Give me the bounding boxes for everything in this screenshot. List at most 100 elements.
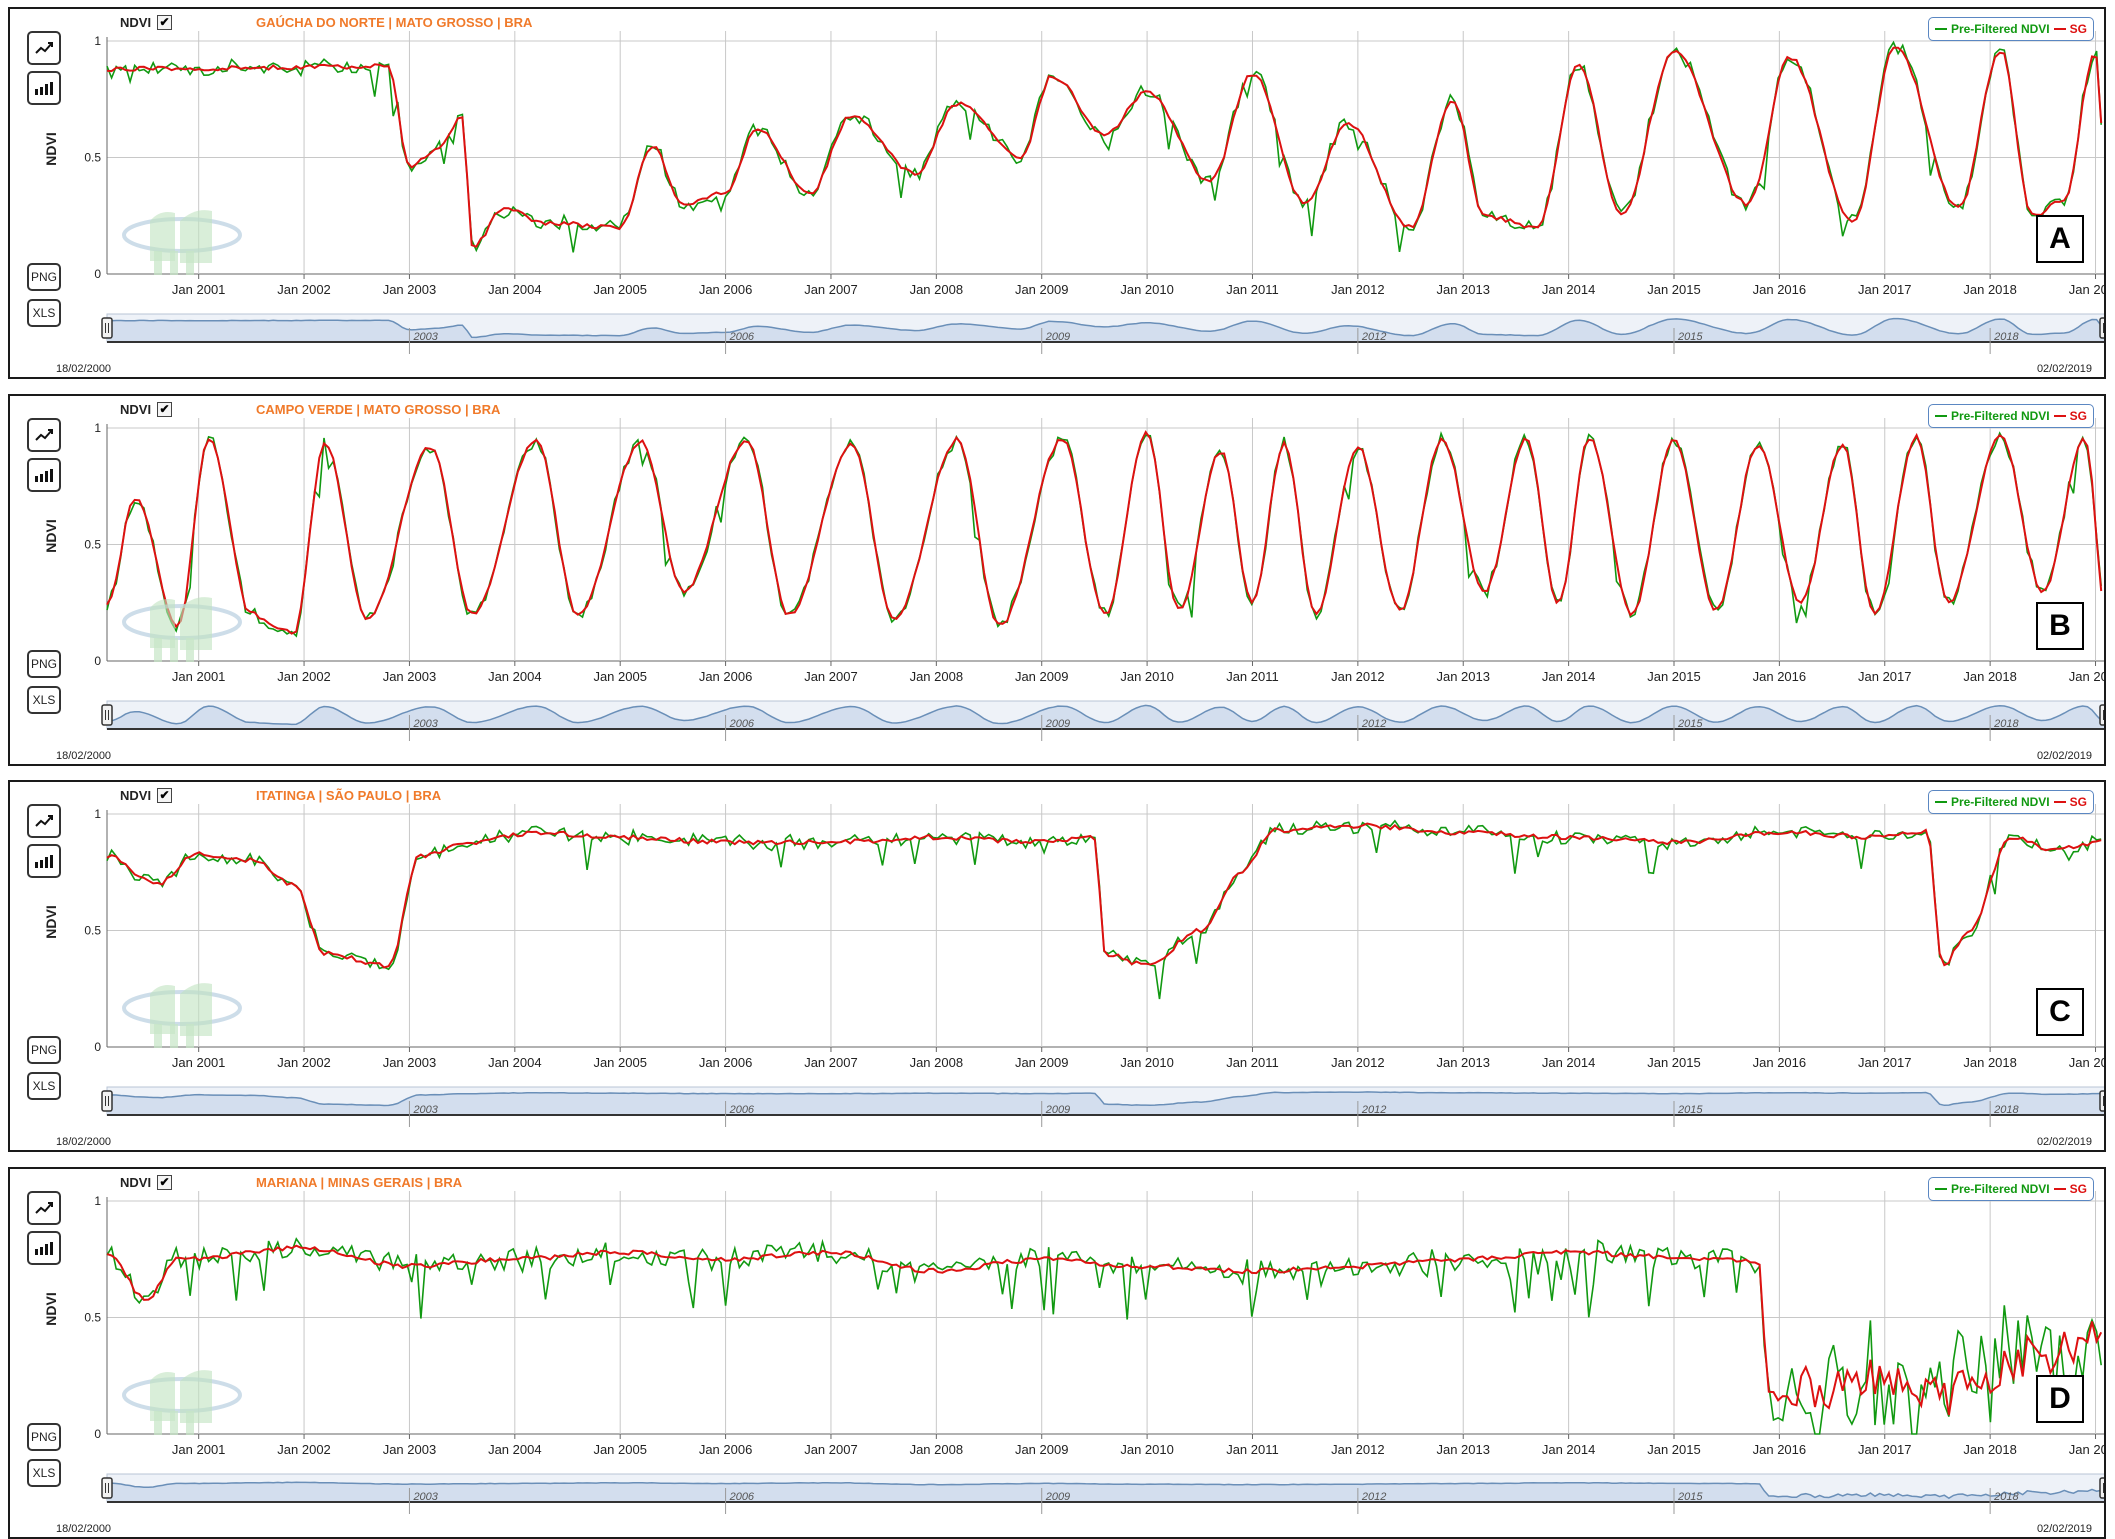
- panel-letter: C: [2036, 988, 2084, 1036]
- navigator-right-handle[interactable]: [2099, 1090, 2104, 1112]
- navigator-start-date: 18/02/2000: [56, 363, 112, 375]
- line-chart-button[interactable]: [27, 418, 61, 452]
- navigator-left-handle[interactable]: [101, 317, 113, 339]
- ndvi-toggle[interactable]: NDVI ✔: [120, 15, 173, 30]
- legend-item-sg[interactable]: SG: [2069, 22, 2087, 36]
- navigator-tick-label: 2018: [1993, 718, 2019, 730]
- x-tick-label: Jan 2016: [1753, 1442, 1807, 1457]
- legend-item-sg[interactable]: SG: [2069, 795, 2087, 809]
- x-tick-label: Jan 2007: [804, 282, 858, 297]
- ndvi-checkbox[interactable]: ✔: [157, 788, 173, 803]
- x-tick-label: Jan 2003: [383, 1442, 437, 1457]
- x-tick-label: Jan 2011: [1226, 1442, 1279, 1457]
- ndvi-toggle[interactable]: NDVI ✔: [120, 402, 173, 417]
- x-tick-label: Jan 2004: [488, 669, 542, 684]
- x-tick-label: Jan 2005: [593, 1055, 647, 1070]
- y-tick-label: 0.5: [84, 538, 101, 552]
- chart-panel-d: 0 0.5 1 Jan 2001 Jan 2002 Jan 2003 Jan 2004 Jan…: [8, 1167, 2106, 1539]
- x-tick-label: Jan 2004: [488, 1055, 542, 1070]
- legend-item-pre-filtered[interactable]: Pre-Filtered NDVI: [1950, 409, 2050, 423]
- x-tick-label: Jan 2017: [1858, 669, 1912, 684]
- x-tick-label: Jan 2006: [699, 1442, 753, 1457]
- location-title: ITATINGA | SÃO PAULO | BRA: [256, 788, 442, 803]
- location-title: MARIANA | MINAS GERAIS | BRA: [256, 1175, 463, 1190]
- navigator-tick-label: 2012: [1361, 1491, 1386, 1503]
- x-tick-label: Jan 2009: [1015, 669, 1069, 684]
- legend-item-sg[interactable]: SG: [2069, 409, 2087, 423]
- navigator-tick-label: 2015: [1677, 718, 1703, 730]
- xls-export-button[interactable]: XLS: [27, 686, 61, 714]
- xls-export-button[interactable]: XLS: [27, 1459, 61, 1487]
- legend-item-pre-filtered[interactable]: Pre-Filtered NDVI: [1950, 1182, 2050, 1196]
- navigator-left-handle[interactable]: [101, 1477, 113, 1499]
- ndvi-checkbox[interactable]: ✔: [157, 15, 173, 30]
- navigator-tick-label: 2006: [729, 1491, 755, 1503]
- navigator-left-handle[interactable]: [101, 704, 113, 726]
- bar-chart-button[interactable]: [27, 71, 61, 105]
- x-tick-label: Jan 2001: [172, 1055, 226, 1070]
- x-tick-label: Jan 2002: [277, 282, 331, 297]
- navigator-right-handle[interactable]: [2099, 704, 2104, 726]
- chart-panel-c: 0 0.5 1 Jan 2001 Jan 2002 Jan 2003 Jan 2004 Jan…: [8, 780, 2106, 1152]
- location-title: CAMPO VERDE | MATO GROSSO | BRA: [256, 402, 501, 417]
- ndvi-toggle[interactable]: NDVI ✔: [120, 788, 173, 803]
- navigator-tick-label: 2012: [1361, 1104, 1386, 1116]
- x-tick-label: Jan 2012: [1331, 669, 1385, 684]
- chart-panel-a: 0 0.5 1 Jan 2001 Jan 2002 Jan 2003 Jan 2004 Jan…: [8, 7, 2106, 379]
- ndvi-chart-svg: 0 0.5 1 Jan 2001 Jan 2002 Jan 2003 Jan 2004 Jan…: [84, 31, 2104, 354]
- y-axis-label: NDVI: [43, 132, 59, 166]
- y-tick-label: 0.5: [84, 924, 101, 938]
- line-chart-button[interactable]: [27, 1191, 61, 1225]
- navigator-area: [107, 1482, 2104, 1502]
- ndvi-chart-svg: 0 0.5 1 Jan 2001 Jan 2002 Jan 2003 Jan 2004 Jan…: [84, 804, 2104, 1127]
- bar-chart-button[interactable]: [27, 844, 61, 878]
- bar-chart-icon: [35, 855, 53, 868]
- x-tick-label: Jan 2004: [488, 1442, 542, 1457]
- chart-legend: Pre-Filtered NDVI SG: [1927, 1177, 2094, 1201]
- x-tick-label: Jan 2018: [1963, 1442, 2017, 1457]
- xls-export-button[interactable]: XLS: [27, 1072, 61, 1100]
- bar-chart-button[interactable]: [27, 458, 61, 492]
- series-sg: [106, 430, 2103, 635]
- bar-chart-button[interactable]: [27, 1231, 61, 1265]
- navigator-right-handle[interactable]: [2099, 317, 2104, 339]
- y-tick-label: 0: [94, 654, 101, 668]
- legend-swatch-sg: [2053, 1188, 2066, 1190]
- navigator-left-handle[interactable]: [101, 1090, 113, 1112]
- watermark-logo-icon: [122, 1370, 242, 1435]
- navigator-area: [107, 1091, 2104, 1115]
- x-tick-label: Jan 2015: [1647, 1442, 1701, 1457]
- png-export-button[interactable]: PNG: [27, 1423, 61, 1451]
- navigator-tick-label: 2018: [1993, 1104, 2019, 1116]
- x-tick-label: Jan 2015: [1647, 669, 1701, 684]
- x-tick-label: Jan 2008: [910, 282, 964, 297]
- png-export-button[interactable]: PNG: [27, 650, 61, 678]
- y-tick-label: 0.5: [84, 1311, 101, 1325]
- x-tick-label: Jan 2019: [2069, 1442, 2104, 1457]
- png-export-button[interactable]: PNG: [27, 1036, 61, 1064]
- png-export-button[interactable]: PNG: [27, 263, 61, 291]
- legend-item-pre-filtered[interactable]: Pre-Filtered NDVI: [1950, 22, 2050, 36]
- chart-legend: Pre-Filtered NDVI SG: [1927, 790, 2094, 814]
- line-chart-button[interactable]: [27, 804, 61, 838]
- ndvi-toggle[interactable]: NDVI ✔: [120, 1175, 173, 1190]
- navigator-right-handle[interactable]: [2099, 1477, 2104, 1499]
- legend-swatch-sg: [2053, 28, 2066, 30]
- legend-item-pre-filtered[interactable]: Pre-Filtered NDVI: [1950, 795, 2050, 809]
- ndvi-checkbox[interactable]: ✔: [157, 402, 173, 417]
- panel-letter: A: [2036, 215, 2084, 263]
- x-tick-label: Jan 2010: [1120, 282, 1174, 297]
- navigator-start-date: 18/02/2000: [56, 750, 112, 762]
- navigator-tick-label: 2009: [1045, 331, 1070, 343]
- x-tick-label: Jan 2017: [1858, 1442, 1912, 1457]
- ndvi-checkbox[interactable]: ✔: [157, 1175, 173, 1190]
- line-chart-button[interactable]: [27, 31, 61, 65]
- x-tick-label: Jan 2001: [172, 669, 226, 684]
- xls-export-button[interactable]: XLS: [27, 299, 61, 327]
- x-tick-label: Jan 2001: [172, 282, 226, 297]
- line-chart-icon: [35, 429, 53, 441]
- legend-swatch-pre-filtered: [1934, 1188, 1947, 1190]
- legend-item-sg[interactable]: SG: [2069, 1182, 2087, 1196]
- x-tick-label: Jan 2012: [1331, 1442, 1385, 1457]
- navigator-tick-label: 2006: [729, 718, 755, 730]
